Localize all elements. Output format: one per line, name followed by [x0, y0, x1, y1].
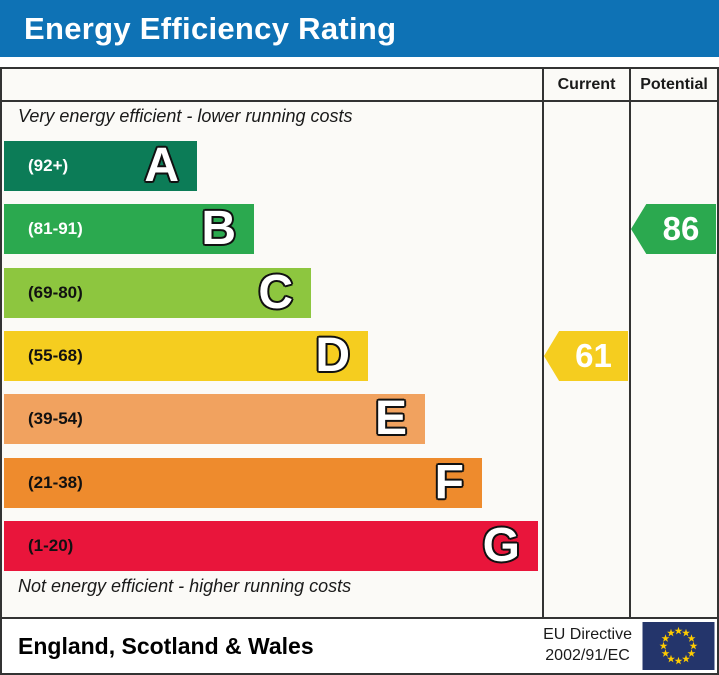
potential-column-divider — [629, 69, 631, 617]
rating-band-bar: (81-91) B — [4, 204, 254, 254]
top-note: Very energy efficient - lower running co… — [18, 106, 353, 126]
eu-directive-line1: EU Directive — [543, 626, 632, 644]
band-range-label: (21-38) — [28, 473, 83, 492]
rating-band-bar: (55-68) D — [4, 331, 368, 381]
band-letter: A — [144, 139, 179, 192]
rating-band-bar: (21-38) F — [4, 458, 482, 508]
bottom-note: Not energy efficient - higher running co… — [18, 576, 352, 596]
potential-rating-arrow: 86 — [631, 204, 716, 254]
band-letter: G — [482, 519, 520, 572]
eu-directive-label: EU Directive 2002/91/EC — [543, 625, 632, 667]
band-letter: B — [201, 202, 236, 255]
band-range-label: (39-54) — [28, 409, 83, 428]
current-rating-arrow: 61 — [544, 331, 628, 381]
band-range-label: (92+) — [28, 156, 69, 175]
region-label: England, Scotland & Wales — [18, 632, 314, 659]
band-letter: F — [434, 456, 464, 509]
band-range-label: (55-68) — [28, 346, 83, 365]
current-column-divider — [542, 69, 544, 617]
eu-flag-icon — [642, 622, 715, 670]
band-range-label: (1-20) — [28, 536, 74, 555]
header-divider — [2, 100, 717, 102]
band-letter: C — [258, 266, 293, 319]
rating-band-bar: (69-80) C — [4, 268, 311, 318]
rating-table: Current Potential Very energy efficient … — [0, 67, 719, 619]
eu-directive-line2: 2002/91/EC — [545, 647, 630, 664]
band-letter: E — [374, 392, 407, 445]
rating-band-bar: (39-54) E — [4, 394, 425, 444]
page-title: Energy Efficiency Rating — [24, 10, 397, 46]
potential-column-header: Potential — [640, 75, 708, 93]
rating-band-bar: (92+) A — [4, 141, 197, 191]
band-range-label: (69-80) — [28, 283, 83, 302]
band-range-label: (81-91) — [28, 219, 83, 238]
band-letter: D — [315, 329, 350, 382]
title-bar: Energy Efficiency Rating — [0, 0, 719, 57]
footer: England, Scotland & Wales EU Directive 2… — [0, 617, 719, 675]
rating-band-bar: (1-20) G — [4, 521, 538, 571]
current-column-header: Current — [557, 75, 616, 93]
